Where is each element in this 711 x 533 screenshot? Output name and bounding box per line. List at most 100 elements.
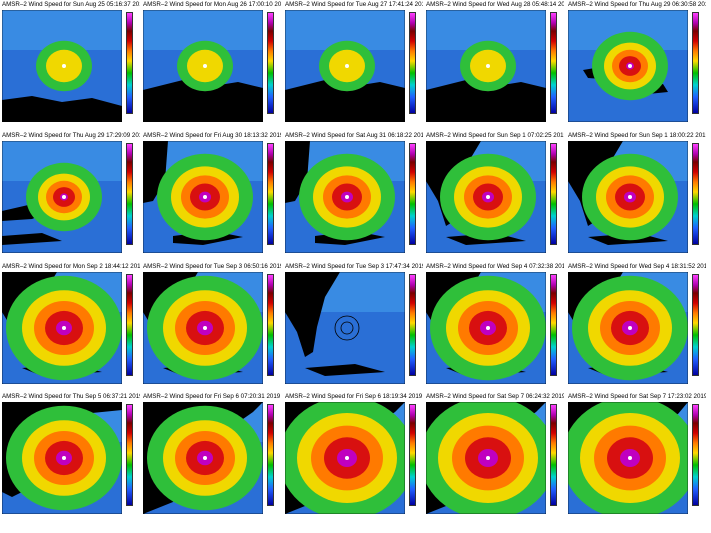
colorbar	[267, 404, 274, 506]
wind-panel: AMSR–2 Wind Speed for Wed Aug 28 05:48:1…	[424, 0, 564, 132]
wind-map	[568, 272, 688, 384]
wind-field	[299, 153, 395, 241]
wind-panel: AMSR–2 Wind Speed for Sat Sep 7 06:24:32…	[424, 392, 564, 524]
colorbar	[692, 404, 699, 506]
wind-map	[143, 402, 263, 514]
land-mass	[285, 80, 405, 122]
colorbar	[550, 274, 557, 376]
panel-title: AMSR–2 Wind Speed for Sun Sep 1 18:00:22…	[568, 132, 706, 139]
wind-panel: AMSR–2 Wind Speed for Sun Aug 25 05:16:3…	[0, 0, 140, 132]
wind-field	[6, 275, 122, 381]
wind-field	[334, 315, 360, 341]
wind-map	[2, 141, 122, 253]
wind-map	[285, 141, 405, 253]
wind-field	[285, 402, 405, 514]
panel-title: AMSR–2 Wind Speed for Mon Sep 2 18:44:12…	[2, 263, 140, 270]
land-mass	[426, 80, 546, 122]
wind-map	[426, 402, 546, 514]
colorbar	[550, 404, 557, 506]
panel-title: AMSR–2 Wind Speed for Sun Aug 25 05:16:3…	[2, 1, 140, 8]
panel-title: AMSR–2 Wind Speed for Wed Aug 28 05:48:1…	[426, 1, 564, 8]
wind-map	[285, 402, 405, 514]
wind-panel: AMSR–2 Wind Speed for Sun Sep 1 18:00:22…	[566, 131, 706, 263]
colorbar	[550, 12, 557, 114]
colorbar	[409, 274, 416, 376]
wind-map	[426, 141, 546, 253]
wind-field	[440, 153, 536, 241]
panel-title: AMSR–2 Wind Speed for Thu Sep 5 06:37:21…	[2, 393, 140, 400]
wind-panel: AMSR–2 Wind Speed for Fri Sep 6 18:19:34…	[283, 392, 423, 524]
panel-title: AMSR–2 Wind Speed for Tue Sep 3 06:50:16…	[143, 263, 281, 270]
wind-map	[426, 10, 546, 122]
wind-panel: AMSR–2 Wind Speed for Tue Sep 3 06:50:16…	[141, 262, 281, 394]
panel-title: AMSR–2 Wind Speed for Tue Aug 27 17:41:2…	[285, 1, 423, 8]
wind-field	[36, 40, 92, 92]
wind-field	[592, 31, 668, 101]
wind-map	[143, 10, 263, 122]
panel-title: AMSR–2 Wind Speed for Sat Sep 7 17:23:02…	[568, 393, 706, 400]
colorbar	[550, 143, 557, 245]
colorbar	[409, 12, 416, 114]
panel-title: AMSR–2 Wind Speed for Sat Aug 31 06:18:2…	[285, 132, 423, 139]
wind-panel: AMSR–2 Wind Speed for Mon Sep 2 18:44:12…	[0, 262, 140, 394]
colorbar	[409, 143, 416, 245]
wind-field	[426, 402, 546, 514]
colorbar	[126, 404, 133, 506]
wind-map	[143, 141, 263, 253]
wind-field	[568, 402, 688, 514]
wind-map	[568, 141, 688, 253]
wind-panel: AMSR–2 Wind Speed for Tue Sep 3 17:47:34…	[283, 262, 423, 394]
wind-panel: AMSR–2 Wind Speed for Thu Sep 5 06:37:21…	[0, 392, 140, 524]
wind-field	[147, 275, 263, 381]
wind-map	[285, 272, 405, 384]
wind-map	[568, 10, 688, 122]
wind-field	[319, 40, 375, 92]
colorbar	[692, 12, 699, 114]
wind-map	[143, 272, 263, 384]
wind-field	[157, 153, 253, 241]
colorbar	[267, 12, 274, 114]
wind-field	[6, 405, 122, 511]
land-mass	[2, 96, 122, 122]
wind-panel: AMSR–2 Wind Speed for Sat Aug 31 06:18:2…	[283, 131, 423, 263]
colorbar	[692, 274, 699, 376]
wind-panel: AMSR–2 Wind Speed for Wed Sep 4 07:32:38…	[424, 262, 564, 394]
wind-map	[2, 272, 122, 384]
panel-title: AMSR–2 Wind Speed for Tue Sep 3 17:47:34…	[285, 263, 423, 270]
colorbar	[126, 274, 133, 376]
colorbar	[267, 143, 274, 245]
wind-panel: AMSR–2 Wind Speed for Thu Aug 29 17:29:0…	[0, 131, 140, 263]
wind-panel: AMSR–2 Wind Speed for Sat Sep 7 17:23:02…	[566, 392, 706, 524]
colorbar	[409, 404, 416, 506]
wind-panel: AMSR–2 Wind Speed for Fri Sep 6 07:20:31…	[141, 392, 281, 524]
land-mass	[285, 272, 385, 376]
land-mass	[143, 80, 263, 122]
panel-title: AMSR–2 Wind Speed for Fri Aug 30 18:13:3…	[143, 132, 281, 139]
panel-title: AMSR–2 Wind Speed for Fri Sep 6 18:19:34…	[285, 393, 423, 400]
colorbar	[126, 12, 133, 114]
colorbar	[126, 143, 133, 245]
wind-panel: AMSR–2 Wind Speed for Wed Sep 4 18:31:52…	[566, 262, 706, 394]
wind-map	[285, 10, 405, 122]
panel-title: AMSR–2 Wind Speed for Thu Aug 29 06:30:5…	[568, 1, 706, 8]
wind-field	[460, 40, 516, 92]
wind-field	[430, 275, 546, 381]
panel-title: AMSR–2 Wind Speed for Sun Sep 1 07:02:25…	[426, 132, 564, 139]
wind-panel: AMSR–2 Wind Speed for Mon Aug 26 17:00:1…	[141, 0, 281, 132]
wind-panel: AMSR–2 Wind Speed for Tue Aug 27 17:41:2…	[283, 0, 423, 132]
wind-map	[568, 402, 688, 514]
wind-map	[426, 272, 546, 384]
wind-panel: AMSR–2 Wind Speed for Fri Aug 30 18:13:3…	[141, 131, 281, 263]
wind-field	[572, 275, 688, 381]
panel-title: AMSR–2 Wind Speed for Wed Sep 4 18:31:52…	[568, 263, 706, 270]
wind-panel: AMSR–2 Wind Speed for Sun Sep 1 07:02:25…	[424, 131, 564, 263]
wind-field	[147, 405, 263, 511]
panel-title: AMSR–2 Wind Speed for Fri Sep 6 07:20:31…	[143, 393, 281, 400]
wind-panel: AMSR–2 Wind Speed for Thu Aug 29 06:30:5…	[566, 0, 706, 132]
panel-title: AMSR–2 Wind Speed for Mon Aug 26 17:00:1…	[143, 1, 281, 8]
wind-map	[2, 10, 122, 122]
panel-title: AMSR–2 Wind Speed for Wed Sep 4 07:32:38…	[426, 263, 564, 270]
wind-field	[582, 153, 678, 241]
wind-map	[2, 402, 122, 514]
